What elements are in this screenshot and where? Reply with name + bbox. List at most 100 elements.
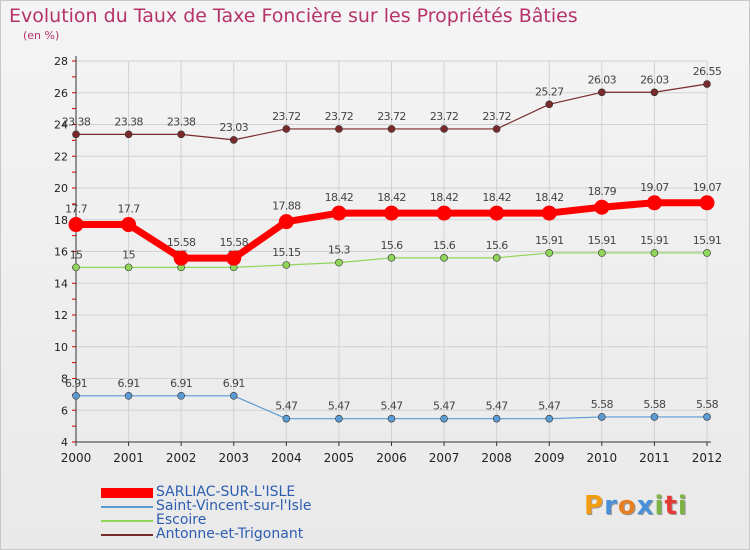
data-point bbox=[72, 392, 80, 400]
data-label: 18.42 bbox=[377, 191, 406, 204]
y-tick-label: 28 bbox=[54, 55, 68, 68]
data-label: 15.6 bbox=[380, 239, 403, 252]
logo-letter: t bbox=[664, 491, 678, 521]
y-tick-label: 8 bbox=[61, 373, 68, 386]
data-label: 18.42 bbox=[482, 191, 511, 204]
data-point bbox=[650, 413, 659, 421]
data-point bbox=[492, 254, 501, 262]
data-point bbox=[703, 249, 711, 257]
y-tick-label: 16 bbox=[54, 246, 68, 259]
data-point bbox=[177, 130, 185, 139]
data-label: 15.15 bbox=[272, 246, 301, 259]
data-point bbox=[545, 249, 554, 257]
data-point bbox=[282, 261, 291, 269]
data-label: 23.72 bbox=[482, 110, 511, 123]
series-saint-vincent-sur-l-isle: 6.91 6.91 6.91 6.91 5.47 5.47 5.47 5.47 5.47 5.47… bbox=[65, 377, 719, 423]
data-label: 15 bbox=[122, 248, 135, 261]
proxiti-logo: Proxiti bbox=[584, 491, 688, 521]
data-label: 23.38 bbox=[167, 115, 196, 128]
x-tick-label: 2001 bbox=[113, 451, 144, 465]
logo-letter: i bbox=[654, 491, 665, 521]
data-point bbox=[282, 414, 291, 423]
data-label: 15.91 bbox=[693, 234, 722, 247]
data-label: 17.7 bbox=[65, 203, 88, 216]
data-point bbox=[594, 199, 610, 215]
logo-letter: o bbox=[617, 491, 637, 521]
data-label: 6.91 bbox=[65, 377, 87, 390]
y-tick-label: 6 bbox=[61, 404, 68, 417]
data-point bbox=[124, 392, 133, 400]
y-tick-label: 12 bbox=[54, 309, 68, 322]
y-tick-label: 14 bbox=[54, 277, 68, 290]
data-label: 6.91 bbox=[118, 377, 140, 390]
data-label: 6.91 bbox=[223, 377, 245, 390]
data-point bbox=[646, 195, 662, 211]
series-antonne-et-trigonant: 23.38 23.38 23.38 23.03 23.72 23.72 23.72 23.72… bbox=[62, 65, 722, 144]
data-label: 5.47 bbox=[328, 400, 351, 413]
legend-swatch bbox=[101, 506, 153, 508]
data-point bbox=[177, 392, 185, 400]
data-point bbox=[124, 263, 133, 272]
x-tick-label: 2003 bbox=[218, 451, 249, 465]
data-point bbox=[384, 205, 399, 221]
data-label: 19.07 bbox=[693, 181, 722, 194]
data-label: 26.03 bbox=[588, 73, 617, 86]
x-tick-label: 2004 bbox=[271, 451, 302, 465]
data-point bbox=[387, 414, 396, 423]
x-tick-label: 2008 bbox=[481, 451, 512, 465]
legend-label: Escoire bbox=[156, 512, 207, 528]
data-label: 17.88 bbox=[272, 200, 301, 213]
data-point bbox=[121, 217, 137, 233]
data-label: 15.58 bbox=[167, 236, 196, 249]
data-label: 5.58 bbox=[591, 398, 614, 411]
y-tick-label: 18 bbox=[54, 214, 68, 227]
data-point bbox=[68, 217, 84, 233]
data-label: 26.03 bbox=[640, 73, 669, 86]
data-point bbox=[335, 258, 343, 267]
data-label: 19.07 bbox=[640, 181, 669, 194]
data-label: 18.42 bbox=[535, 191, 564, 204]
x-tick-label: 2005 bbox=[324, 451, 355, 465]
data-point bbox=[226, 250, 242, 266]
data-label: 5.47 bbox=[275, 400, 298, 413]
data-label: 26.55 bbox=[693, 65, 722, 78]
data-point bbox=[492, 414, 501, 423]
y-tick-label: 4 bbox=[61, 436, 68, 449]
data-point bbox=[440, 254, 448, 262]
x-tick-label: 2012 bbox=[692, 451, 723, 465]
unit-label: (en %) bbox=[23, 29, 60, 42]
logo-letter: P bbox=[584, 491, 605, 521]
data-label: 23.72 bbox=[272, 110, 301, 123]
data-point bbox=[229, 136, 238, 144]
chart-title: Evolution du Taux de Taxe Foncière sur l… bbox=[9, 5, 578, 27]
data-point bbox=[124, 130, 133, 139]
data-point bbox=[278, 214, 294, 230]
data-point bbox=[545, 100, 554, 109]
data-point bbox=[650, 249, 659, 257]
data-point bbox=[545, 414, 554, 423]
data-point bbox=[387, 254, 396, 262]
data-label: 5.47 bbox=[486, 400, 509, 413]
data-label: 15.91 bbox=[640, 234, 669, 247]
data-label: 6.91 bbox=[170, 377, 192, 390]
data-label: 23.38 bbox=[62, 115, 91, 128]
data-point bbox=[335, 414, 343, 423]
y-tick-label: 26 bbox=[54, 87, 68, 100]
data-point bbox=[489, 205, 505, 221]
series-sarliac-sur-l-isle: 17.7 17.7 15.58 15.58 17.88 18.42 18.42 18.42 18… bbox=[65, 181, 722, 266]
data-label: 23.03 bbox=[220, 121, 249, 134]
data-label: 25.27 bbox=[535, 85, 564, 98]
data-label: 15 bbox=[70, 248, 83, 261]
legend-label: Saint-Vincent-sur-l'Isle bbox=[156, 498, 312, 514]
legend-swatch bbox=[101, 520, 153, 522]
data-point bbox=[282, 125, 291, 133]
data-label: 5.47 bbox=[380, 400, 403, 413]
data-label: 18.42 bbox=[430, 191, 459, 204]
legend-label: Antonne-et-Trigonant bbox=[156, 526, 304, 542]
x-tick-label: 2010 bbox=[587, 451, 618, 465]
data-label: 5.58 bbox=[643, 398, 666, 411]
data-point bbox=[598, 249, 606, 257]
data-label: 18.79 bbox=[588, 185, 617, 198]
